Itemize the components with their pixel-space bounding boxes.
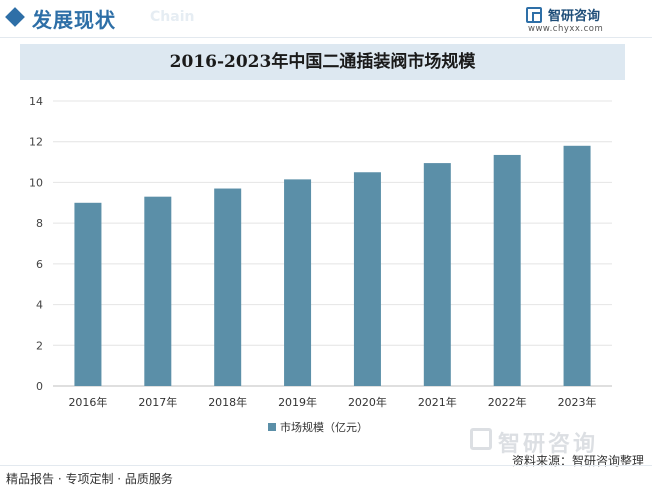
brand-name: 智研咨询 bbox=[548, 9, 601, 24]
bar bbox=[563, 145, 591, 386]
y-tick-label: 8 bbox=[36, 217, 43, 230]
legend-swatch bbox=[268, 423, 276, 431]
bar bbox=[493, 154, 521, 386]
y-tick-label: 2 bbox=[36, 339, 43, 352]
x-tick-label: 2021年 bbox=[418, 395, 457, 409]
chart-title: 2016-2023年中国二通插装阀市场规模 bbox=[169, 52, 476, 72]
watermark-text: 智研咨询 bbox=[498, 432, 599, 457]
footer-tagline: 精品报告 · 专项定制 · 品质服务 bbox=[6, 472, 173, 486]
brand-url: www.chyxx.com bbox=[528, 24, 604, 34]
bar bbox=[74, 202, 102, 386]
diamond-icon bbox=[5, 7, 25, 27]
bar bbox=[423, 163, 451, 386]
header-divider bbox=[0, 37, 652, 38]
x-tick-label: 2018年 bbox=[208, 395, 247, 409]
bar-chart: 0 2 4 6 8 10 12 14 2016年 2017年 2018年 2019年 2020年 2021… bbox=[29, 95, 612, 434]
x-tick-label: 2020年 bbox=[348, 395, 387, 409]
bar bbox=[284, 179, 312, 386]
legend-label: 市场规模（亿元） bbox=[280, 420, 368, 434]
ghost-text: Chain bbox=[150, 9, 195, 25]
y-tick-label: 14 bbox=[29, 95, 43, 108]
x-tick-label: 2016年 bbox=[68, 395, 107, 409]
footer-divider bbox=[0, 465, 652, 466]
y-tick-label: 6 bbox=[36, 258, 43, 271]
brand[interactable]: 智研咨询 www.chyxx.com bbox=[526, 5, 636, 35]
y-tick-label: 0 bbox=[36, 380, 43, 393]
x-tick-label: 2017年 bbox=[138, 395, 177, 409]
chart-title-bar: 2016-2023年中国二通插装阀市场规模 bbox=[20, 44, 625, 80]
x-tick-label: 2022年 bbox=[488, 395, 527, 409]
bar bbox=[144, 196, 172, 386]
header: 发展现状 Chain 智研咨询 www.chyxx.com bbox=[0, 0, 652, 38]
brand-logo-icon bbox=[526, 7, 542, 23]
footer: 精品报告 · 专项定制 · 品质服务 bbox=[0, 465, 652, 489]
bar bbox=[353, 172, 381, 386]
watermark-logo-icon bbox=[470, 428, 492, 450]
bar bbox=[214, 188, 242, 386]
y-tick-label: 10 bbox=[29, 176, 43, 189]
source-text: 资料来源：智研咨询整理 bbox=[511, 454, 644, 468]
y-tick-label: 12 bbox=[29, 136, 43, 149]
y-tick-label: 4 bbox=[36, 299, 43, 312]
x-tick-label: 2023年 bbox=[558, 395, 597, 409]
x-tick-label: 2019年 bbox=[278, 395, 317, 409]
section-title: 发展现状 bbox=[32, 8, 116, 32]
